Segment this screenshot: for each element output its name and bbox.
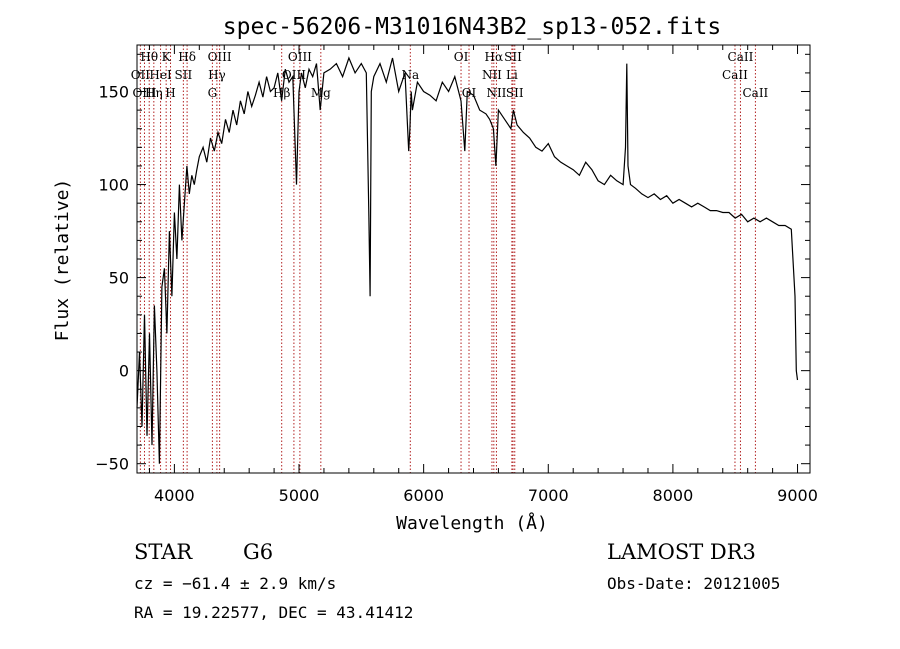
spectral-line-label: CaII: [722, 68, 748, 82]
survey-label: LAMOST DR3: [607, 540, 756, 564]
y-tick-label: 0: [119, 362, 129, 381]
y-tick-label: 100: [98, 176, 129, 195]
spectral-line-label: OIII: [208, 50, 232, 64]
x-tick-label: 6000: [403, 486, 444, 505]
line-labels: HθHηOIIOIIIHeIKHSIIHδGHγOIIIHβOIIIOIIIMg…: [131, 50, 769, 100]
spectral-line-label: OII: [131, 68, 151, 82]
spectral-line-label: NII: [482, 68, 502, 82]
spectral-line-label: Na: [401, 68, 419, 82]
spectral-line-label: OI: [454, 50, 469, 64]
x-tick-label: 7000: [528, 486, 569, 505]
x-tick-label: 8000: [653, 486, 694, 505]
x-axis-label: Wavelength (Å): [396, 512, 548, 534]
x-tick-label: 9000: [777, 486, 818, 505]
obs-date-text: Obs-Date: 20121005: [607, 574, 781, 593]
y-axis-label: Flux (relative): [52, 179, 73, 342]
spectral-line-label: Hδ: [178, 50, 196, 64]
spectral-line-label: Hη: [145, 86, 163, 100]
spectral-line-label: OIII: [132, 86, 156, 100]
spectral-line-label: CaII: [728, 50, 754, 64]
spectral-line-label: G: [208, 86, 218, 100]
x-tick-label: 4000: [154, 486, 195, 505]
spectral-line-label: OIII: [288, 50, 312, 64]
y-tick-label: 50: [109, 269, 129, 288]
spectral-line-label: Hβ: [273, 86, 290, 100]
spectral-line-label: H: [165, 86, 175, 100]
x-tick-label: 5000: [279, 486, 320, 505]
coords-text: RA = 19.22577, DEC = 43.41412: [134, 603, 414, 622]
subclass-label: G6: [243, 540, 274, 564]
line-markers: [139, 45, 756, 473]
spectral-line-label: Mg: [311, 86, 331, 100]
spectral-line-label: HeI: [149, 68, 172, 82]
spectral-line-label: NII: [486, 86, 506, 100]
spectral-line-label: Hα: [485, 50, 504, 64]
spectral-line-label: SII: [506, 86, 524, 100]
y-tick-label: −50: [95, 455, 129, 474]
class-label: STAR: [134, 540, 193, 564]
plot-frame: [136, 44, 811, 474]
y-tick-label: 150: [98, 83, 129, 102]
spectral-line-label: SII: [175, 68, 193, 82]
spectral-line-label: SII: [504, 50, 522, 64]
spectral-line-label: Hθ: [140, 50, 158, 64]
spectral-line-label: CaII: [742, 86, 768, 100]
spectral-line-label: Hγ: [208, 68, 226, 82]
spectral-line-label: Li: [506, 68, 518, 82]
chart-title: spec-56206-M31016N43B2_sp13-052.fits: [223, 14, 722, 40]
x-axis-ticks: 4000 5000 6000 7000 8000 9000: [148, 45, 818, 505]
spectrum-line: [136, 56, 799, 464]
spectral-line-label: K: [162, 50, 172, 64]
y-axis-ticks: −50 0 50 100 150: [95, 53, 810, 474]
redshift-text: cz = −61.4 ± 2.9 km/s: [134, 574, 337, 593]
